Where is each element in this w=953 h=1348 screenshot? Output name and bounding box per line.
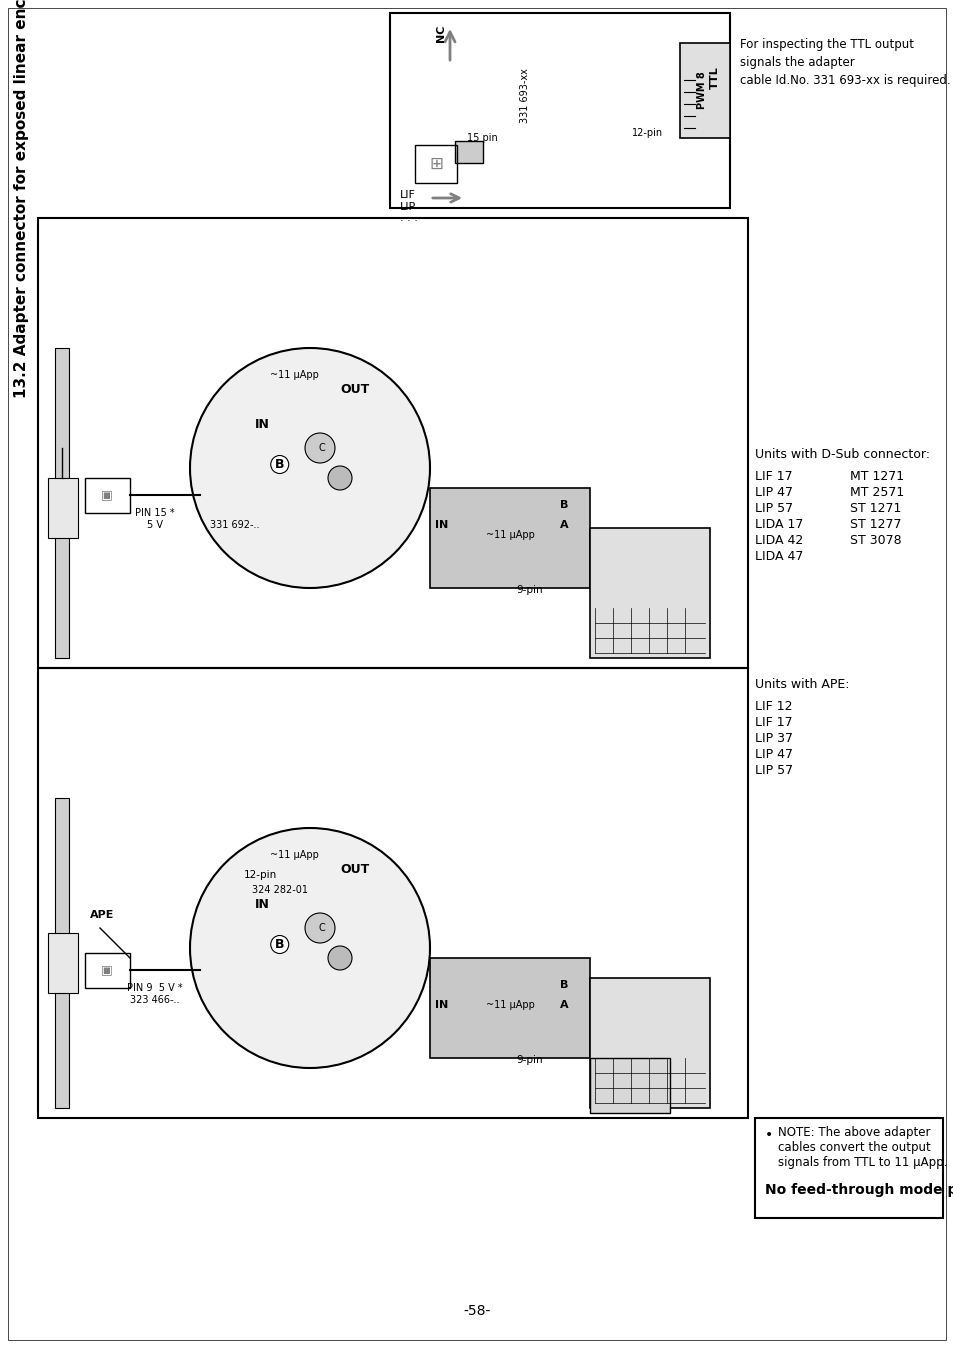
Text: IN: IN [254, 418, 270, 431]
Text: LIF 17: LIF 17 [754, 470, 792, 483]
Text: LIP 57: LIP 57 [754, 501, 792, 515]
Circle shape [305, 433, 335, 462]
Text: B: B [559, 980, 568, 989]
Circle shape [305, 913, 335, 944]
Circle shape [190, 348, 430, 588]
Text: -58-: -58- [463, 1304, 490, 1318]
Text: 9-pin: 9-pin [517, 1055, 543, 1065]
Text: 13.2 Adapter connector for exposed linear encoders (TTL output signals): 13.2 Adapter connector for exposed linea… [14, 0, 30, 398]
Bar [38, 218, 747, 669]
Bar [415, 146, 456, 183]
Text: LIP 37: LIP 37 [754, 732, 792, 745]
Text: ⊞: ⊞ [429, 155, 442, 173]
Text: Units with D-Sub connector:: Units with D-Sub connector: [754, 448, 929, 461]
Text: 324 282-01: 324 282-01 [252, 886, 308, 895]
Text: LIDA 17: LIDA 17 [754, 518, 802, 531]
Text: LIP 57: LIP 57 [754, 764, 792, 776]
Text: OUT: OUT [339, 383, 369, 396]
Bar [390, 13, 729, 208]
Text: B: B [274, 458, 284, 470]
Text: LIP 47: LIP 47 [754, 748, 792, 762]
Text: LIF 17: LIF 17 [754, 716, 792, 729]
Text: NOTE: The above adapter cables convert the output signals from TTL to 11 μApp.: NOTE: The above adapter cables convert t… [778, 1126, 946, 1169]
Bar [455, 142, 482, 163]
Text: MT 2571: MT 2571 [849, 487, 903, 499]
Text: IN: IN [435, 520, 448, 530]
Text: MT 1271: MT 1271 [849, 470, 903, 483]
Bar [679, 43, 729, 137]
Text: ST 1271: ST 1271 [849, 501, 901, 515]
Circle shape [328, 946, 352, 971]
Circle shape [328, 466, 352, 491]
Text: ▣: ▣ [101, 964, 112, 976]
Text: PWM 8: PWM 8 [697, 71, 706, 109]
Text: 12-pin: 12-pin [243, 869, 276, 880]
Text: ~11 µApp: ~11 µApp [270, 369, 318, 380]
Text: •: • [764, 1128, 773, 1142]
Bar [589, 528, 709, 658]
Text: PIN 15 *
5 V: PIN 15 * 5 V [135, 508, 174, 530]
Text: ST 3078: ST 3078 [849, 534, 901, 547]
Text: NC: NC [436, 24, 446, 42]
Text: TTL: TTL [709, 66, 720, 89]
Text: Units with APE:: Units with APE: [754, 678, 848, 692]
Text: LIP 47: LIP 47 [754, 487, 792, 499]
Text: ST 1277: ST 1277 [849, 518, 901, 531]
Bar [85, 479, 130, 514]
Text: 331 692-..: 331 692-.. [210, 520, 259, 530]
Bar [430, 958, 589, 1058]
Text: B: B [274, 938, 284, 950]
Text: C: C [318, 443, 325, 453]
Text: ~11 µApp: ~11 µApp [270, 851, 318, 860]
Text: B: B [559, 500, 568, 510]
Bar [754, 1117, 942, 1219]
Text: PIN 9  5 V *
323 466-..: PIN 9 5 V * 323 466-.. [127, 984, 183, 1006]
Text: 12-pin: 12-pin [631, 128, 662, 137]
Circle shape [190, 828, 430, 1068]
Bar [589, 979, 709, 1108]
Text: For inspecting the TTL output signals the adapter
cable Id.No. 331 693-xx is req: For inspecting the TTL output signals th… [740, 38, 949, 88]
Text: APE: APE [90, 910, 114, 919]
Text: LIDA 47: LIDA 47 [754, 550, 802, 563]
Text: No feed-through mode possible!: No feed-through mode possible! [764, 1184, 953, 1197]
Text: 331 693-xx: 331 693-xx [519, 69, 530, 124]
Text: IN: IN [435, 1000, 448, 1010]
Text: C: C [318, 923, 325, 933]
Text: ~11 µApp: ~11 µApp [485, 530, 534, 541]
Text: A: A [559, 520, 568, 530]
Text: ~11 µApp: ~11 µApp [485, 1000, 534, 1010]
Text: IN: IN [254, 898, 270, 911]
Text: LIF
LIP
. . .: LIF LIP . . . [399, 190, 417, 224]
Bar [48, 933, 78, 993]
Bar [38, 669, 747, 1117]
Text: LIDA 42: LIDA 42 [754, 534, 802, 547]
Bar [55, 798, 69, 1108]
Bar [589, 1058, 669, 1113]
Text: 9-pin: 9-pin [517, 585, 543, 594]
Text: LIF 12: LIF 12 [754, 700, 792, 713]
Bar [85, 953, 130, 988]
Bar [55, 348, 69, 658]
Bar [48, 479, 78, 538]
Text: 15 pin: 15 pin [467, 133, 497, 143]
Text: OUT: OUT [339, 863, 369, 876]
Text: A: A [559, 1000, 568, 1010]
Text: ▣: ▣ [101, 488, 112, 501]
Bar [430, 488, 589, 588]
